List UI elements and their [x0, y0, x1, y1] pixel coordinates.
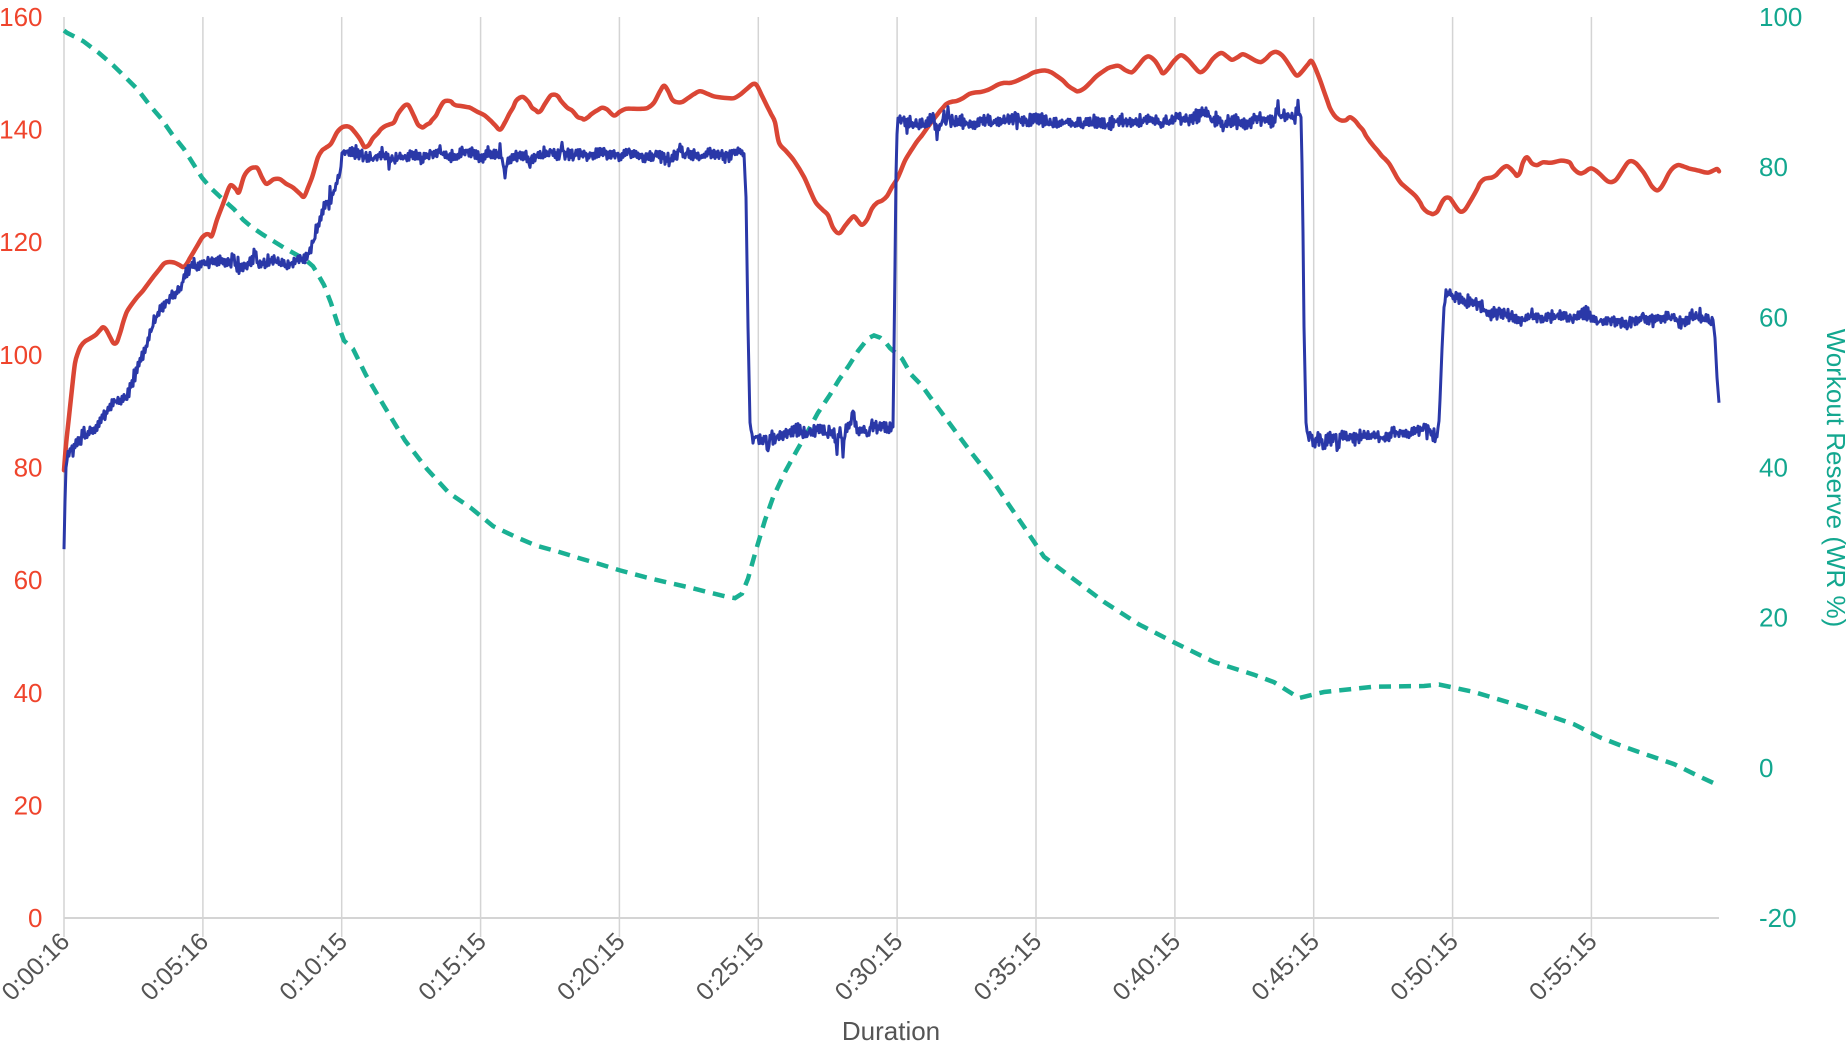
svg-text:40: 40: [1759, 453, 1788, 483]
svg-text:60: 60: [14, 565, 43, 595]
svg-text:100: 100: [1759, 2, 1802, 32]
svg-text:Workout Reserve (WR %): Workout Reserve (WR %): [1821, 329, 1848, 628]
svg-text:0: 0: [28, 903, 42, 933]
svg-text:140: 140: [0, 115, 43, 145]
svg-text:120: 120: [0, 227, 43, 257]
svg-text:160: 160: [0, 2, 43, 32]
svg-text:-20: -20: [1759, 903, 1797, 933]
svg-text:40: 40: [14, 678, 43, 708]
svg-text:80: 80: [1759, 152, 1788, 182]
svg-text:60: 60: [1759, 302, 1788, 332]
svg-text:100: 100: [0, 340, 43, 370]
svg-text:0: 0: [1759, 753, 1773, 783]
svg-text:20: 20: [14, 790, 43, 820]
svg-text:80: 80: [14, 453, 43, 483]
svg-text:20: 20: [1759, 603, 1788, 633]
svg-text:Duration: Duration: [842, 1016, 940, 1046]
